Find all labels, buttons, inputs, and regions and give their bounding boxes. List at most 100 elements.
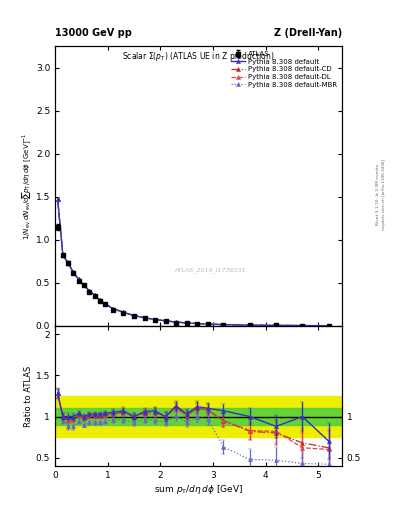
Pythia 8.308 default-CD [92,292,97,298]
Pythia 8.308 default-CD [248,322,252,328]
Pythia 8.308 default-CD [66,260,70,266]
Pythia 8.308 default-DL [121,309,126,315]
Pythia 8.308 default-MBR [71,269,76,275]
Pythia 8.308 default [76,276,81,283]
Pythia 8.308 default-MBR [174,319,178,325]
Pythia 8.308 default-MBR [221,322,226,328]
Pythia 8.308 default [121,309,126,315]
Pythia 8.308 default-DL [110,306,115,312]
Pythia 8.308 default [92,292,97,298]
Pythia 8.308 default [184,320,189,326]
Pythia 8.308 default [174,319,178,325]
Pythia 8.308 default-DL [300,323,305,329]
Y-axis label: $1/N_\mathrm{ev}\ dN_\mathrm{ev}/d\!\sum\! p_\mathrm{T}/d\eta\,d\phi\ [\mathrm{G: $1/N_\mathrm{ev}\ dN_\mathrm{ev}/d\!\sum… [20,132,33,240]
Pythia 8.308 default-MBR [61,252,65,259]
Pythia 8.308 default-MBR [87,288,92,294]
Pythia 8.308 default-MBR [55,196,60,202]
Pythia 8.308 default-CD [174,319,178,325]
Pythia 8.308 default-DL [132,312,136,318]
Pythia 8.308 default-DL [163,318,168,324]
Text: 13000 GeV pp: 13000 GeV pp [55,28,132,38]
Pythia 8.308 default-MBR [205,321,210,327]
Y-axis label: Ratio to ATLAS: Ratio to ATLAS [24,366,33,426]
Pythia 8.308 default-CD [97,297,102,303]
Text: mcplots.cern.ch [arXiv:1306.3436]: mcplots.cern.ch [arXiv:1306.3436] [382,159,386,230]
Pythia 8.308 default-DL [103,301,107,307]
Pythia 8.308 default-CD [184,320,189,326]
Pythia 8.308 default [66,260,70,266]
Pythia 8.308 default-CD [76,276,81,283]
Pythia 8.308 default-MBR [110,306,115,312]
Pythia 8.308 default [61,252,65,259]
Pythia 8.308 default-CD [61,252,65,259]
Pythia 8.308 default-DL [327,323,331,329]
Line: Pythia 8.308 default-DL: Pythia 8.308 default-DL [55,197,331,328]
Pythia 8.308 default-CD [87,288,92,294]
Pythia 8.308 default [55,196,60,202]
Pythia 8.308 default-CD [274,322,279,328]
Pythia 8.308 default-DL [87,288,92,294]
Pythia 8.308 default-CD [121,309,126,315]
Pythia 8.308 default-MBR [327,323,331,329]
Pythia 8.308 default-DL [61,252,65,259]
Pythia 8.308 default-CD [132,312,136,318]
Legend: ATLAS, Pythia 8.308 default, Pythia 8.308 default-CD, Pythia 8.308 default-DL, P: ATLAS, Pythia 8.308 default, Pythia 8.30… [230,50,338,89]
Pythia 8.308 default-CD [300,323,305,329]
Pythia 8.308 default-DL [71,269,76,275]
Pythia 8.308 default [71,269,76,275]
Pythia 8.308 default [82,283,86,289]
Pythia 8.308 default-MBR [66,260,70,266]
X-axis label: sum $p_\mathrm{T}/d\eta\,d\phi$ [GeV]: sum $p_\mathrm{T}/d\eta\,d\phi$ [GeV] [154,482,243,496]
Pythia 8.308 default [248,322,252,328]
Pythia 8.308 default [87,288,92,294]
Pythia 8.308 default-CD [103,301,107,307]
Pythia 8.308 default-DL [66,260,70,266]
Pythia 8.308 default-DL [221,322,226,328]
Pythia 8.308 default-DL [92,292,97,298]
Pythia 8.308 default-CD [152,316,157,323]
Pythia 8.308 default-DL [152,316,157,323]
Pythia 8.308 default-DL [174,319,178,325]
Pythia 8.308 default [110,306,115,312]
Text: Scalar $\Sigma(p_\mathrm{T})$ (ATLAS UE in Z production): Scalar $\Sigma(p_\mathrm{T})$ (ATLAS UE … [122,50,275,63]
Pythia 8.308 default-CD [142,315,147,321]
Pythia 8.308 default [221,322,226,328]
Pythia 8.308 default-MBR [152,316,157,323]
Pythia 8.308 default [195,321,200,327]
Pythia 8.308 default-DL [248,322,252,328]
Pythia 8.308 default-DL [76,276,81,283]
Pythia 8.308 default-CD [55,196,60,202]
Pythia 8.308 default-DL [142,315,147,321]
Pythia 8.308 default-DL [274,322,279,328]
Pythia 8.308 default-MBR [103,301,107,307]
Pythia 8.308 default-MBR [184,320,189,326]
Pythia 8.308 default [205,321,210,327]
Pythia 8.308 default-CD [110,306,115,312]
Pythia 8.308 default [103,301,107,307]
Pythia 8.308 default-DL [82,283,86,289]
Pythia 8.308 default [152,316,157,323]
Pythia 8.308 default-MBR [92,292,97,298]
Pythia 8.308 default-CD [82,283,86,289]
Line: Pythia 8.308 default: Pythia 8.308 default [55,197,331,328]
Text: Rivet 3.1.10, ≥ 3.3M events: Rivet 3.1.10, ≥ 3.3M events [376,164,380,225]
Pythia 8.308 default [163,318,168,324]
Line: Pythia 8.308 default-CD: Pythia 8.308 default-CD [55,197,331,328]
Pythia 8.308 default-MBR [274,322,279,328]
Pythia 8.308 default-CD [71,269,76,275]
Pythia 8.308 default [300,323,305,329]
Pythia 8.308 default-CD [221,322,226,328]
Text: ATLAS_2019_I1736531: ATLAS_2019_I1736531 [174,267,246,273]
Pythia 8.308 default-CD [195,321,200,327]
Pythia 8.308 default-CD [163,318,168,324]
Pythia 8.308 default [142,315,147,321]
Pythia 8.308 default-MBR [163,318,168,324]
Pythia 8.308 default-MBR [195,321,200,327]
Text: Z (Drell-Yan): Z (Drell-Yan) [274,28,342,38]
Pythia 8.308 default-DL [195,321,200,327]
Pythia 8.308 default-MBR [300,323,305,329]
Pythia 8.308 default [132,312,136,318]
Pythia 8.308 default-DL [55,196,60,202]
Pythia 8.308 default [327,323,331,329]
Pythia 8.308 default-DL [205,321,210,327]
